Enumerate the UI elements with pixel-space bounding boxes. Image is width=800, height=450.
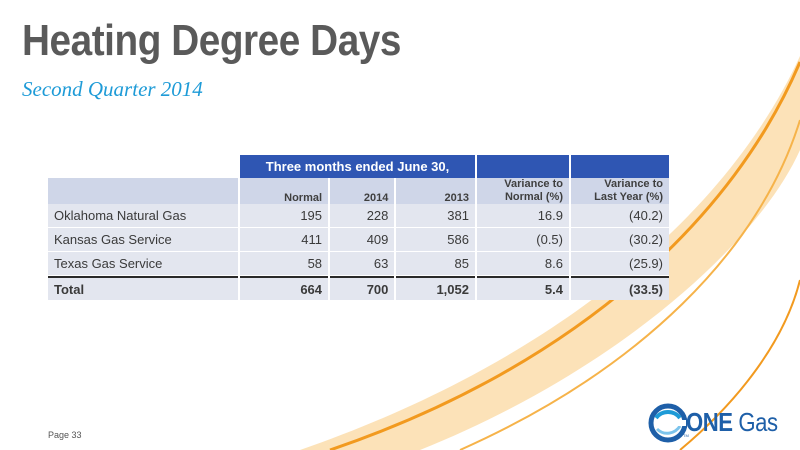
cell-variance-last-year: (25.9) (571, 252, 669, 276)
page-number: Page 33 (48, 430, 82, 440)
logo-trademark: TM (683, 433, 689, 438)
total-normal: 664 (240, 276, 329, 300)
cell-variance-last-year: (30.2) (571, 228, 669, 252)
column-header-variance-normal: Variance to Normal (%) (477, 178, 569, 204)
logo-text-one: ONE (686, 407, 733, 437)
column-header-2013: 2013 (396, 178, 475, 204)
total-variance-last-year: (33.5) (571, 276, 669, 300)
row-label: Kansas Gas Service (48, 228, 238, 252)
column-header-variance-last-year: Variance to Last Year (%) (571, 178, 669, 204)
row-label: Texas Gas Service (48, 252, 238, 276)
blank-header-cell (48, 155, 238, 178)
table-row: Oklahoma Natural Gas 195 228 381 16.9 (4… (48, 204, 669, 228)
table-total-row: Total 664 700 1,052 5.4 (33.5) (48, 276, 669, 300)
table-row: Kansas Gas Service 411 409 586 (0.5) (30… (48, 228, 669, 252)
table-column-header-row: Normal 2014 2013 Variance to Normal (%) … (48, 178, 669, 204)
logo-wordmark: ONE Gas (686, 407, 778, 438)
column-header-2014: 2014 (330, 178, 395, 204)
cell-2013: 586 (396, 228, 475, 252)
cell-variance-normal: (0.5) (477, 228, 569, 252)
blank-header-cell (571, 155, 669, 178)
cell-normal: 195 (240, 204, 329, 228)
total-2014: 700 (330, 276, 395, 300)
column-header-line: Variance to (504, 178, 563, 190)
cell-normal: 411 (240, 228, 329, 252)
cell-2014: 228 (330, 204, 395, 228)
table-row: Texas Gas Service 58 63 85 8.6 (25.9) (48, 252, 669, 276)
cell-2014: 409 (330, 228, 395, 252)
total-label: Total (48, 276, 238, 300)
blank-header-cell (477, 155, 569, 178)
page-subtitle: Second Quarter 2014 (22, 77, 203, 101)
one-gas-logo-mark-icon (648, 403, 688, 443)
total-2013: 1,052 (396, 276, 475, 300)
column-header-line: Variance to (604, 178, 663, 190)
heating-degree-days-table: Three months ended June 30, Normal 2014 … (46, 155, 671, 300)
cell-2014: 63 (330, 252, 395, 276)
cell-2013: 85 (396, 252, 475, 276)
cell-normal: 58 (240, 252, 329, 276)
total-variance-normal: 5.4 (477, 276, 569, 300)
column-header-line: Last Year (%) (594, 191, 663, 203)
page-title: Heating Degree Days (22, 16, 401, 65)
cell-2013: 381 (396, 204, 475, 228)
cell-variance-normal: 16.9 (477, 204, 569, 228)
blank-column-header (48, 178, 238, 204)
cell-variance-last-year: (40.2) (571, 204, 669, 228)
cell-variance-normal: 8.6 (477, 252, 569, 276)
column-header-line: Normal (%) (504, 191, 563, 203)
logo-text-gas: Gas (732, 407, 778, 437)
column-header-normal: Normal (240, 178, 329, 204)
span-header: Three months ended June 30, (240, 155, 475, 178)
table-top-header-row: Three months ended June 30, (48, 155, 669, 178)
row-label: Oklahoma Natural Gas (48, 204, 238, 228)
